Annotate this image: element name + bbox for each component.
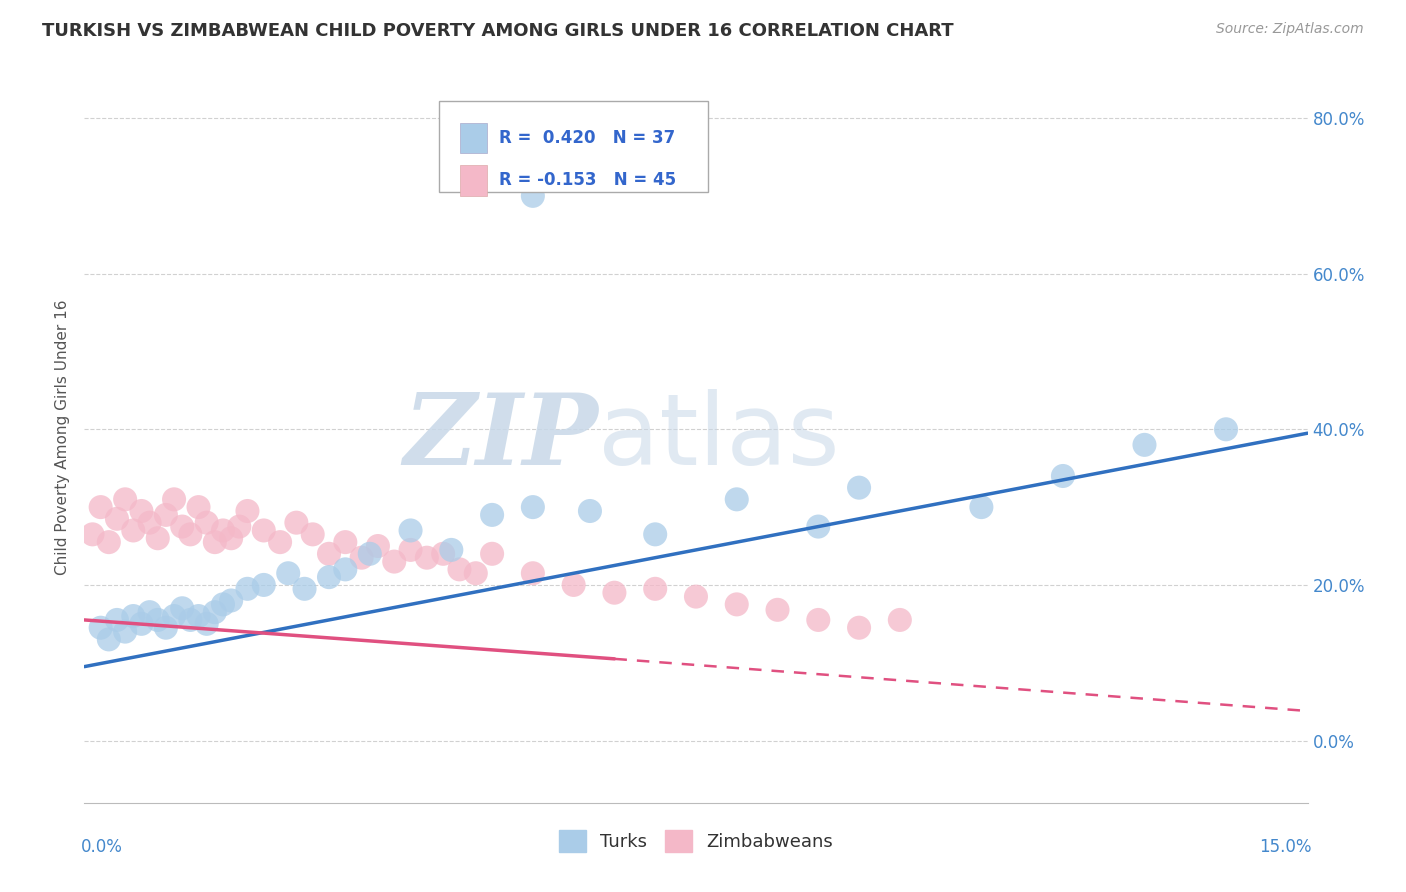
Point: [440, 542, 463, 557]
Point: [644, 527, 666, 541]
Point: [90, 500, 112, 515]
Point: [725, 492, 748, 507]
Point: [522, 189, 544, 203]
Point: [382, 555, 405, 569]
Point: [131, 616, 153, 631]
Text: 15.0%: 15.0%: [1258, 838, 1312, 855]
Text: atlas: atlas: [598, 389, 839, 485]
Point: [970, 500, 993, 515]
Point: [432, 547, 454, 561]
Point: [122, 524, 145, 538]
Point: [285, 516, 308, 530]
Point: [204, 605, 226, 619]
Point: [204, 535, 226, 549]
Point: [122, 609, 145, 624]
Point: [301, 527, 323, 541]
Point: [187, 500, 209, 515]
Point: [318, 547, 340, 561]
Point: [335, 562, 357, 576]
Text: R = -0.153   N = 45: R = -0.153 N = 45: [499, 171, 676, 189]
Point: [522, 566, 544, 581]
Point: [179, 527, 201, 541]
Point: [335, 535, 357, 549]
Text: R =  0.420   N = 37: R = 0.420 N = 37: [499, 129, 675, 147]
Point: [318, 570, 340, 584]
Point: [367, 539, 389, 553]
Point: [172, 519, 194, 533]
Text: TURKISH VS ZIMBABWEAN CHILD POVERTY AMONG GIRLS UNDER 16 CORRELATION CHART: TURKISH VS ZIMBABWEAN CHILD POVERTY AMON…: [42, 22, 953, 40]
Point: [350, 550, 373, 565]
Point: [807, 613, 830, 627]
Point: [155, 508, 177, 522]
Point: [187, 609, 209, 624]
Point: [138, 516, 160, 530]
Point: [146, 531, 169, 545]
Point: [195, 516, 218, 530]
Point: [253, 578, 276, 592]
Point: [114, 624, 136, 639]
Point: [105, 613, 128, 627]
Point: [212, 524, 235, 538]
Point: [97, 632, 120, 647]
Point: [603, 585, 626, 599]
FancyBboxPatch shape: [439, 101, 709, 192]
Point: [131, 504, 153, 518]
Point: [228, 519, 250, 533]
Point: [481, 547, 503, 561]
Point: [236, 504, 259, 518]
Point: [219, 593, 242, 607]
Point: [172, 601, 194, 615]
Point: [97, 535, 120, 549]
Point: [212, 598, 235, 612]
Point: [522, 500, 544, 515]
Point: [195, 616, 218, 631]
Point: [399, 542, 422, 557]
Point: [114, 492, 136, 507]
Y-axis label: Child Poverty Among Girls Under 16: Child Poverty Among Girls Under 16: [55, 300, 70, 574]
Text: Source: ZipAtlas.com: Source: ZipAtlas.com: [1216, 22, 1364, 37]
Point: [1052, 469, 1074, 483]
Point: [725, 598, 748, 612]
Point: [155, 621, 177, 635]
Point: [105, 512, 128, 526]
Point: [219, 531, 242, 545]
Point: [138, 605, 160, 619]
Point: [359, 547, 381, 561]
Point: [82, 527, 104, 541]
Point: [1215, 422, 1237, 436]
Point: [579, 504, 602, 518]
Text: ZIP: ZIP: [404, 389, 598, 485]
Point: [685, 590, 707, 604]
Point: [163, 609, 186, 624]
Point: [416, 550, 439, 565]
Point: [848, 481, 870, 495]
Point: [481, 508, 503, 522]
Point: [464, 566, 486, 581]
Point: [848, 621, 870, 635]
Point: [644, 582, 666, 596]
Point: [766, 603, 789, 617]
Point: [399, 524, 422, 538]
Point: [236, 582, 259, 596]
Point: [90, 621, 112, 635]
FancyBboxPatch shape: [460, 122, 486, 153]
Point: [277, 566, 299, 581]
Point: [889, 613, 911, 627]
Text: 0.0%: 0.0%: [80, 838, 122, 855]
Point: [179, 613, 201, 627]
Point: [807, 519, 830, 533]
Point: [562, 578, 585, 592]
Point: [1133, 438, 1156, 452]
Point: [163, 492, 186, 507]
Point: [294, 582, 316, 596]
Point: [253, 524, 276, 538]
Point: [449, 562, 471, 576]
Point: [146, 613, 169, 627]
Legend: Turks, Zimbabweans: Turks, Zimbabweans: [551, 823, 841, 860]
FancyBboxPatch shape: [460, 165, 486, 195]
Point: [269, 535, 291, 549]
